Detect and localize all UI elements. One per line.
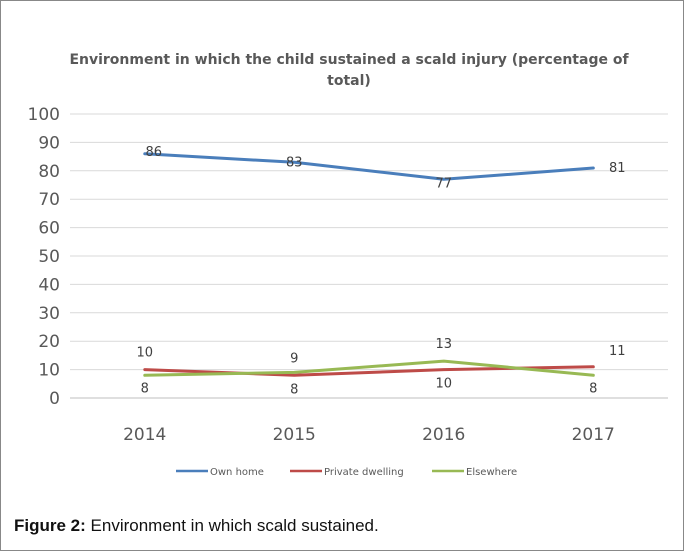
data-label: 8 [290,382,298,397]
legend: Own home Private dwelling Elsewhere [176,467,517,478]
data-label: 86 [145,145,162,160]
data-label: 81 [609,161,626,176]
chart: Environment in which the child sustained… [28,52,668,478]
data-label: 13 [435,337,452,352]
y-axis-ticks: 0 10 20 30 40 50 60 70 80 90 100 [28,105,60,409]
chart-title-line-2: total) [327,73,371,89]
x-tick-label: 2016 [422,425,465,445]
series-line-elsewhere [143,359,595,377]
y-tick-label: 10 [38,361,60,381]
y-tick-label: 0 [49,389,60,409]
data-label: 83 [286,155,303,170]
data-label: 9 [290,351,298,366]
data-label: 11 [609,344,626,359]
data-labels: 86 83 77 81 10 8 10 11 8 9 13 8 [136,145,625,398]
y-tick-label: 100 [28,105,60,125]
x-tick-label: 2015 [273,425,316,445]
y-tick-label: 50 [38,247,60,267]
figure-caption: Figure 2: Environment in which scald sus… [14,516,379,536]
legend-label: Private dwelling [324,467,404,478]
data-label: 8 [141,381,149,396]
y-tick-label: 60 [38,219,60,239]
y-tick-label: 20 [38,332,60,352]
data-label: 8 [589,381,597,396]
series-lines [143,152,595,377]
x-axis-ticks: 2014 2015 2016 2017 [123,425,615,445]
figure-caption-text: Environment in which scald sustained. [85,516,379,535]
legend-label: Elsewhere [466,467,517,478]
y-tick-label: 40 [38,275,60,295]
y-tick-label: 80 [38,162,60,182]
x-tick-label: 2017 [572,425,615,445]
data-label: 10 [435,377,452,392]
data-label: 77 [435,176,452,191]
y-tick-label: 90 [38,133,60,153]
data-label: 10 [136,346,153,361]
series-line-own-home [143,152,595,181]
y-tick-label: 30 [38,304,60,324]
line-chart-svg: Environment in which the child sustained… [28,52,668,478]
y-tick-label: 70 [38,190,60,210]
x-tick-label: 2014 [123,425,166,445]
figure-caption-label: Figure 2: [14,516,86,535]
legend-label: Own home [210,467,264,478]
chart-title-line-1: Environment in which the child sustained… [69,52,629,68]
